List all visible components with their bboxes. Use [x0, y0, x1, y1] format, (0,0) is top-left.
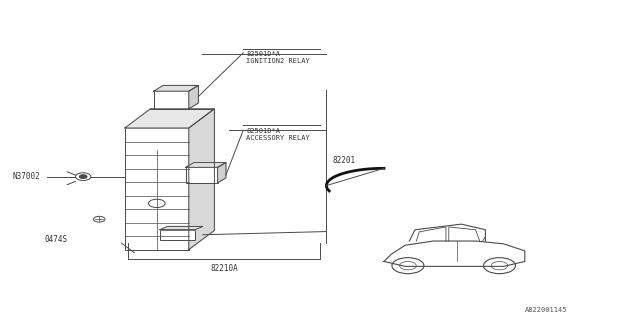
Bar: [160, 230, 195, 240]
Text: A822001145: A822001145: [525, 308, 567, 313]
Text: N37002: N37002: [13, 172, 40, 181]
Polygon shape: [125, 109, 214, 128]
Polygon shape: [189, 85, 198, 109]
Polygon shape: [189, 109, 214, 250]
Text: 82501D*A
IGNITION2 RELAY: 82501D*A IGNITION2 RELAY: [246, 51, 310, 64]
Bar: [125, 128, 189, 250]
Circle shape: [79, 175, 87, 179]
Polygon shape: [154, 85, 198, 91]
Polygon shape: [218, 163, 226, 183]
Text: 82501D*A
ACCESSORY RELAY: 82501D*A ACCESSORY RELAY: [246, 128, 310, 141]
Text: 0474S: 0474S: [45, 236, 68, 244]
Bar: [154, 91, 189, 109]
Bar: [186, 167, 218, 183]
Polygon shape: [186, 163, 226, 167]
Text: 82201: 82201: [333, 156, 356, 164]
Text: 82210A: 82210A: [210, 264, 238, 273]
Polygon shape: [160, 227, 203, 230]
